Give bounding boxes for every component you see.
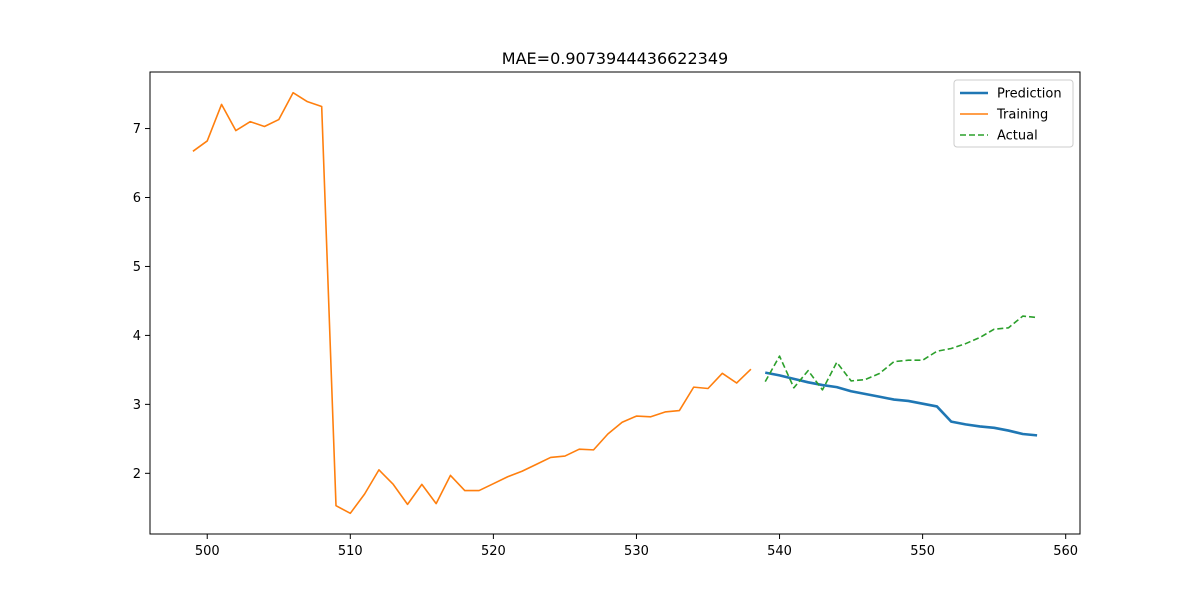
- y-tick-label-3: 3: [133, 398, 141, 413]
- series-layer: [192, 91, 1038, 515]
- legend-label-actual: Actual: [997, 129, 1038, 144]
- x-tick-label-530: 530: [624, 544, 649, 559]
- legend-label-training: Training: [996, 108, 1048, 123]
- y-tick-label-2: 2: [133, 467, 141, 482]
- legend-label-prediction: Prediction: [997, 87, 1062, 102]
- x-tick-label-510: 510: [338, 544, 363, 559]
- series-line-actual: [764, 315, 1038, 391]
- legend: Prediction Training Actual: [953, 79, 1074, 148]
- chart-title: MAE=0.9073944436622349: [502, 49, 728, 68]
- x-tick-label-500: 500: [195, 544, 220, 559]
- y-tick-label-4: 4: [133, 329, 141, 344]
- x-tick-label-550: 550: [910, 544, 935, 559]
- axes-layer: 500 510 520 530 540 550 560 2 3 4 5 6 7: [133, 71, 1081, 559]
- plot-frame: [149, 71, 1081, 535]
- legend-box: [953, 79, 1074, 148]
- y-tick-label-6: 6: [133, 191, 141, 206]
- series-line-training: [192, 91, 752, 515]
- x-tick-label-560: 560: [1053, 544, 1078, 559]
- x-tick-label-520: 520: [481, 544, 506, 559]
- y-tick-label-7: 7: [133, 122, 141, 137]
- x-tick-label-540: 540: [767, 544, 792, 559]
- series-line-prediction: [764, 371, 1038, 437]
- y-tick-label-5: 5: [133, 260, 141, 275]
